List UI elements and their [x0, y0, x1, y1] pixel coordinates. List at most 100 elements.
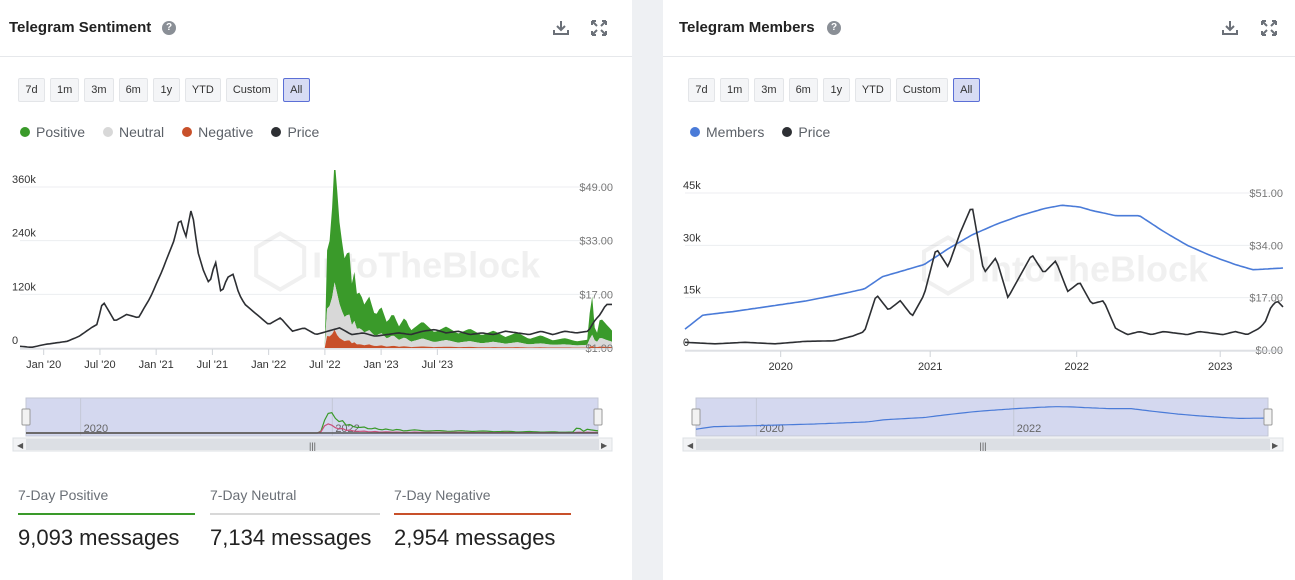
- scrollbar-left-arrow-icon[interactable]: ◀: [687, 441, 694, 450]
- panel-title: Telegram Sentiment: [9, 19, 152, 36]
- navigator-handle-left[interactable]: [691, 408, 701, 426]
- range-button-7d[interactable]: 7d: [688, 78, 715, 102]
- y-right-tick-label: $34.00: [1249, 240, 1283, 252]
- stat-value: 9,093 messages: [18, 525, 180, 550]
- navigator[interactable]: 2020 2022 ||| ◀ ▶: [12, 397, 613, 452]
- range-button-6m[interactable]: 6m: [788, 78, 818, 102]
- legend-dot: [690, 127, 700, 137]
- members-chart[interactable]: IntoTheBlock015k30k45k$0.00$17.00$34.00$…: [663, 170, 1295, 460]
- legend-item-members[interactable]: Members: [690, 124, 764, 140]
- range-button-ytd[interactable]: YTD: [184, 78, 221, 102]
- y-left-tick-label: 0: [12, 335, 18, 347]
- range-button-ytd[interactable]: YTD: [854, 78, 891, 102]
- x-tick-label: Jul '21: [197, 359, 228, 371]
- x-tick-label: Jul '20: [84, 359, 115, 371]
- x-tick-label: 2022: [1064, 361, 1088, 373]
- y-left-tick-label: 15k: [683, 285, 701, 297]
- stat-value: 7,134 messages: [210, 525, 372, 550]
- legend-item-positive[interactable]: Positive: [20, 124, 85, 140]
- legend-item-neutral[interactable]: Neutral: [103, 124, 164, 140]
- range-button-1y[interactable]: 1y: [152, 78, 180, 102]
- download-icon[interactable]: [551, 18, 571, 38]
- x-tick-label: Jul '23: [422, 359, 453, 371]
- navigator[interactable]: 2020 2022 ||| ◀ ▶: [682, 397, 1284, 452]
- x-tick-label: Jan '23: [364, 359, 399, 371]
- stat-7-day-positive: 7-Day Positive 9,093 messages: [18, 487, 195, 551]
- fullscreen-icon[interactable]: [589, 18, 609, 38]
- legend-label: Price: [287, 124, 320, 140]
- help-icon[interactable]: ?: [827, 21, 841, 35]
- range-button-3m[interactable]: 3m: [84, 78, 114, 102]
- telegram-sentiment-panel: Telegram Sentiment ? 7d 1m 3m 6m 1y YTD Custom…: [0, 0, 632, 580]
- navigator-handle-right[interactable]: [1263, 408, 1273, 426]
- range-button-7d[interactable]: 7d: [18, 78, 45, 102]
- telegram-members-panel: Telegram Members ? 7d 1m 3m 6m 1y YTD Custom Al…: [663, 0, 1295, 580]
- range-button-6m[interactable]: 6m: [118, 78, 148, 102]
- y-right-tick-label: $17.00: [1249, 293, 1283, 305]
- navigator-handle-right[interactable]: [593, 408, 603, 426]
- legend-item-price[interactable]: Price: [782, 124, 830, 140]
- x-tick-label: Jul '22: [309, 359, 340, 371]
- navigator-label: 2022: [335, 423, 359, 435]
- range-button-3m[interactable]: 3m: [754, 78, 784, 102]
- panel-title: Telegram Members: [679, 19, 815, 36]
- x-tick-label: 2021: [918, 361, 942, 373]
- y-left-tick-label: 360k: [12, 174, 36, 186]
- navigator-handle-left[interactable]: [21, 408, 31, 426]
- y-right-tick-label: $33.00: [579, 236, 613, 248]
- line-price[interactable]: [684, 208, 1284, 345]
- stat-label: 7-Day Negative: [394, 487, 491, 503]
- watermark-logo: IntoTheBlock: [254, 231, 541, 292]
- panel-header: Telegram Members ?: [663, 0, 1295, 57]
- y-left-tick-label: 0: [683, 337, 689, 349]
- legend-dot: [271, 127, 282, 137]
- range-button-1y[interactable]: 1y: [822, 78, 850, 102]
- chart-legend: Members Price: [690, 124, 830, 140]
- legend-dot: [103, 127, 114, 137]
- y-right-tick-label: $51.00: [1249, 188, 1283, 200]
- scrollbar-thumb[interactable]: [26, 439, 599, 450]
- legend-label: Price: [798, 124, 831, 140]
- navigator-selection[interactable]: [695, 397, 1269, 437]
- line-members[interactable]: [684, 204, 1284, 330]
- scrollbar-thumb[interactable]: [696, 439, 1270, 450]
- y-left-tick-label: 120k: [12, 281, 36, 293]
- download-icon[interactable]: [1220, 18, 1240, 38]
- chart-legend: Positive Neutral Negative Price: [20, 124, 319, 140]
- range-button-1m[interactable]: 1m: [50, 78, 80, 102]
- help-icon[interactable]: ?: [162, 21, 176, 35]
- legend-label: Members: [706, 124, 765, 140]
- legend-item-price[interactable]: Price: [271, 124, 319, 140]
- legend-dot: [20, 127, 30, 137]
- y-left-tick-label: 30k: [683, 232, 701, 244]
- navigator-label: 2020: [84, 423, 108, 435]
- range-button-all[interactable]: All: [952, 78, 980, 102]
- range-button-custom[interactable]: Custom: [895, 78, 948, 102]
- range-button-all[interactable]: All: [282, 78, 310, 102]
- x-tick-label: 2020: [768, 361, 792, 373]
- fullscreen-icon[interactable]: [1259, 18, 1279, 38]
- stat-7-day-negative: 7-Day Negative 2,954 messages: [394, 487, 571, 551]
- stat-underline: [210, 513, 380, 515]
- sentiment-chart[interactable]: IntoTheBlock0120k240k360k$1.00$17.00$33.…: [0, 170, 632, 460]
- scrollbar-right-arrow-icon[interactable]: ▶: [601, 441, 608, 450]
- legend-label: Negative: [198, 124, 254, 140]
- x-tick-label: Jan '21: [139, 359, 174, 371]
- watermark-mark: [922, 235, 975, 296]
- legend-dot: [182, 127, 193, 137]
- navigator-selection[interactable]: [25, 397, 599, 437]
- watermark-logo: IntoTheBlock: [922, 235, 1209, 296]
- y-left-tick-label: 240k: [12, 228, 36, 240]
- x-tick-label: 2023: [1208, 361, 1232, 373]
- legend-item-negative[interactable]: Negative: [182, 124, 253, 140]
- stat-label: 7-Day Positive: [18, 487, 109, 503]
- range-button-custom[interactable]: Custom: [225, 78, 278, 102]
- range-button-1m[interactable]: 1m: [720, 78, 750, 102]
- scrollbar-left-arrow-icon[interactable]: ◀: [17, 441, 24, 450]
- scrollbar-right-arrow-icon[interactable]: ▶: [1272, 441, 1279, 450]
- y-left-tick-label: 45k: [683, 180, 701, 192]
- line-price[interactable]: [19, 210, 612, 348]
- range-selector: 7d 1m 3m 6m 1y YTD Custom All: [688, 78, 980, 102]
- y-right-tick-label: $17.00: [579, 289, 613, 301]
- stat-value: 2,954 messages: [394, 525, 556, 550]
